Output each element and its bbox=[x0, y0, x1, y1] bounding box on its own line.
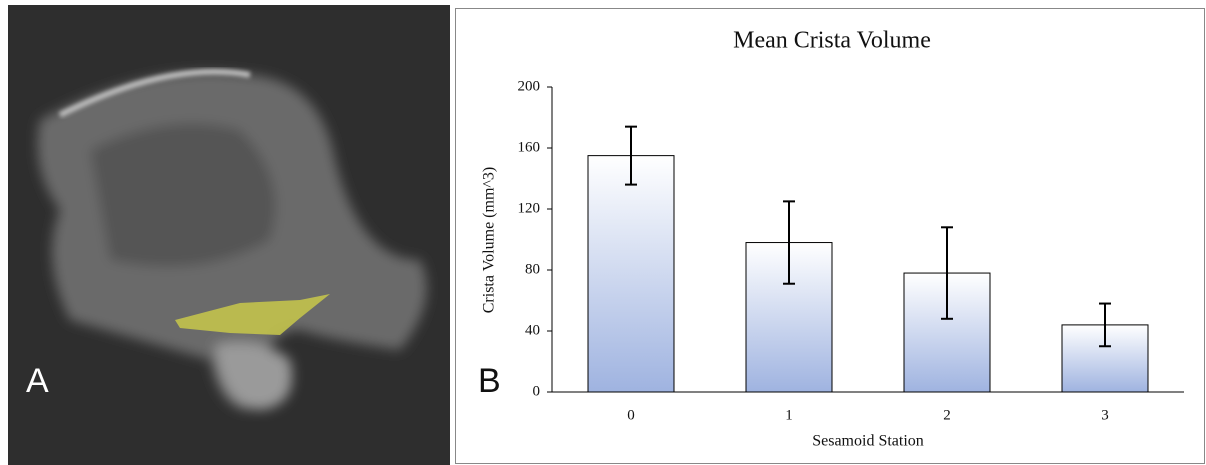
x-axis-label: Sesamoid Station bbox=[812, 433, 924, 450]
x-tick-label: 0 bbox=[627, 407, 635, 423]
error-bar bbox=[783, 200, 795, 285]
x-tick-label: 3 bbox=[1101, 407, 1109, 423]
error-bar bbox=[625, 125, 637, 186]
y-axis-label: Crista Volume (mm^3) bbox=[481, 167, 498, 313]
y-tick-label: 200 bbox=[518, 78, 541, 94]
chart-panel bbox=[455, 8, 1205, 464]
x-tick-label: 2 bbox=[943, 407, 951, 423]
panel-label: A bbox=[26, 362, 49, 400]
error-bar bbox=[941, 226, 953, 320]
bar bbox=[587, 155, 675, 393]
x-tick-label: 1 bbox=[785, 407, 793, 423]
y-tick-label: 0 bbox=[533, 383, 541, 399]
y-tick-label: 40 bbox=[525, 322, 540, 338]
y-tick-label: 80 bbox=[525, 261, 540, 277]
error-bar bbox=[1099, 302, 1111, 348]
y-tick-label: 160 bbox=[518, 139, 541, 155]
ct-image: A bbox=[8, 5, 450, 465]
panel-label: B bbox=[478, 362, 501, 400]
segmentation-overlay bbox=[175, 294, 330, 335]
y-tick-label: 120 bbox=[518, 200, 541, 216]
chart-title: Mean Crista Volume bbox=[733, 28, 931, 54]
